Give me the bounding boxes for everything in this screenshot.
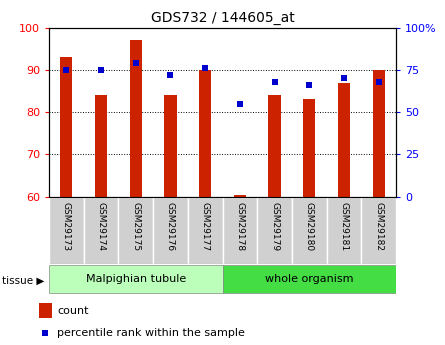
Bar xyxy=(338,82,350,197)
Bar xyxy=(268,95,281,197)
Bar xyxy=(129,40,142,197)
Point xyxy=(202,66,209,71)
Point xyxy=(97,67,105,73)
Point xyxy=(271,79,278,85)
Text: whole organism: whole organism xyxy=(265,274,353,284)
Point xyxy=(375,79,382,85)
Bar xyxy=(164,95,177,197)
Bar xyxy=(95,95,107,197)
Point xyxy=(306,82,313,88)
Point xyxy=(340,76,348,81)
Bar xyxy=(292,197,327,264)
Bar xyxy=(49,266,222,293)
Bar xyxy=(84,197,118,264)
Bar xyxy=(257,197,292,264)
Text: Malpighian tubule: Malpighian tubule xyxy=(85,274,186,284)
Bar xyxy=(234,195,246,197)
Bar xyxy=(361,197,396,264)
Text: GSM29176: GSM29176 xyxy=(166,202,175,251)
Title: GDS732 / 144605_at: GDS732 / 144605_at xyxy=(150,11,295,25)
Text: count: count xyxy=(57,306,89,316)
Text: percentile rank within the sample: percentile rank within the sample xyxy=(57,328,245,338)
Point xyxy=(167,72,174,78)
Bar xyxy=(153,197,188,264)
Bar xyxy=(222,266,396,293)
Point xyxy=(236,101,243,107)
Bar xyxy=(60,57,73,197)
Text: GSM29179: GSM29179 xyxy=(270,202,279,251)
Point xyxy=(132,60,139,66)
Bar xyxy=(118,197,153,264)
Bar xyxy=(372,70,385,197)
Bar xyxy=(327,197,361,264)
Bar xyxy=(39,303,52,318)
Text: GSM29175: GSM29175 xyxy=(131,202,140,251)
Bar xyxy=(188,197,222,264)
Bar xyxy=(199,70,211,197)
Point xyxy=(432,208,439,214)
Text: GSM29174: GSM29174 xyxy=(97,202,105,251)
Text: GSM29178: GSM29178 xyxy=(235,202,244,251)
Text: GSM29177: GSM29177 xyxy=(201,202,210,251)
Text: GSM29173: GSM29173 xyxy=(62,202,71,251)
Point xyxy=(63,67,70,73)
Text: GSM29181: GSM29181 xyxy=(340,202,348,251)
Bar xyxy=(303,99,316,197)
Text: GSM29182: GSM29182 xyxy=(374,202,383,251)
Bar xyxy=(222,197,257,264)
Text: GSM29180: GSM29180 xyxy=(305,202,314,251)
Bar xyxy=(49,197,84,264)
Text: tissue ▶: tissue ▶ xyxy=(2,276,44,286)
